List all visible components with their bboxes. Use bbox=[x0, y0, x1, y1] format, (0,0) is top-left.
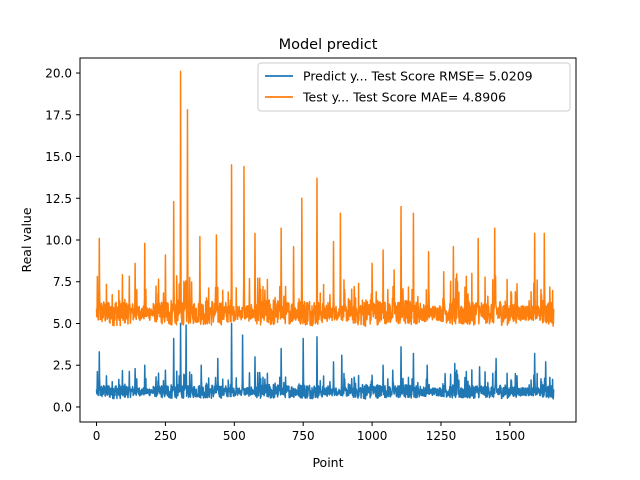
y-tick-label: 10.0 bbox=[45, 234, 72, 248]
x-tick-label: 500 bbox=[223, 429, 246, 443]
y-tick-label: 20.0 bbox=[45, 67, 72, 81]
y-tick-label: 2.5 bbox=[53, 359, 72, 373]
legend-box bbox=[257, 62, 571, 112]
x-tick-label: 1500 bbox=[495, 429, 526, 443]
legend: Predict y... Test Score RMSE= 5.0209 Tes… bbox=[257, 62, 571, 112]
y-tick-label: 7.5 bbox=[53, 275, 72, 289]
x-tick-label: 750 bbox=[292, 429, 315, 443]
y-axis-label: Real value bbox=[19, 207, 34, 272]
x-axis-label: Point bbox=[312, 455, 343, 470]
legend-label-test: Test y... Test Score MAE= 4.8906 bbox=[302, 90, 506, 105]
y-tick-label: 15.0 bbox=[45, 150, 72, 164]
series-layer bbox=[95, 70, 555, 400]
legend-label-predict: Predict y... Test Score RMSE= 5.0209 bbox=[303, 69, 533, 84]
y-tick-label: 17.5 bbox=[45, 108, 72, 122]
y-tick-label: 0.0 bbox=[53, 400, 72, 414]
y-axis-ticks: 0.0 2.5 5.0 7.5 10.0 12.5 15.0 17.5 20.0 bbox=[45, 67, 80, 414]
x-axis-ticks: 0 250 500 750 1000 1250 1500 bbox=[93, 422, 525, 443]
y-tick-label: 5.0 bbox=[53, 317, 72, 331]
x-tick-label: 0 bbox=[93, 429, 101, 443]
x-tick-label: 1000 bbox=[357, 429, 388, 443]
x-tick-label: 250 bbox=[154, 429, 177, 443]
x-tick-label: 1250 bbox=[426, 429, 457, 443]
series-line-test bbox=[95, 70, 555, 328]
chart-title: Model predict bbox=[279, 37, 378, 53]
y-tick-label: 12.5 bbox=[45, 192, 72, 206]
series-line-predict bbox=[95, 322, 555, 400]
